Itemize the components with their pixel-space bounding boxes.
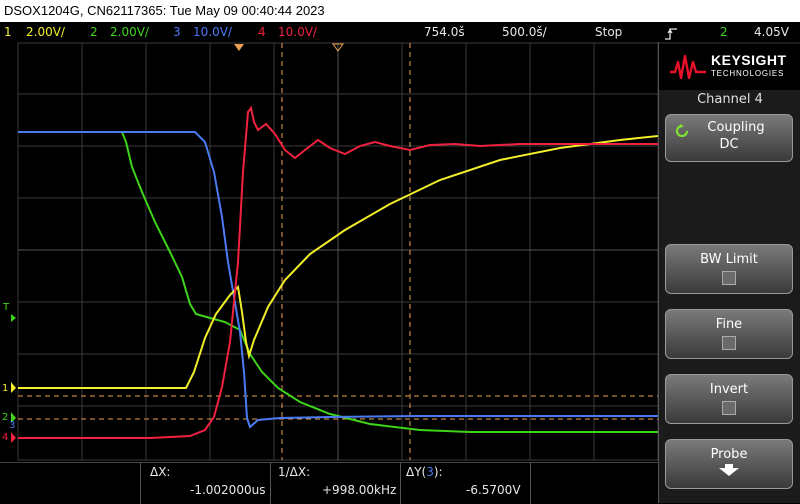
menu-title: Channel 4 (697, 92, 763, 107)
fine-label: Fine (715, 317, 743, 332)
waveform-display[interactable]: T 1 2 3 4 (0, 42, 658, 462)
brand-name: KEYSIGHT (711, 52, 787, 68)
coupling-softkey[interactable]: Coupling DC (665, 114, 793, 162)
bw-limit-checkbox[interactable] (722, 271, 736, 285)
invert-label: Invert (709, 382, 749, 397)
ch2-trace (18, 131, 658, 433)
rotate-knob-icon (674, 123, 690, 143)
ch3-ground-marker: 3 (9, 420, 15, 431)
fine-softkey[interactable]: Fine (665, 309, 793, 359)
ch4-ground-marker: 4 (2, 432, 8, 443)
delay-reference-marker (332, 43, 344, 52)
ch2-ground-marker: 2 (2, 412, 8, 423)
coupling-value: DC (719, 137, 739, 152)
delta-x-label: ΔX: (150, 465, 171, 479)
trigger-level-marker: T (2, 302, 10, 313)
trigger-edge-icon (664, 26, 678, 46)
bw-limit-label: BW Limit (700, 252, 758, 267)
delta-y-value: -6.5700V (466, 483, 521, 497)
trigger-position-marker (234, 44, 244, 51)
inverse-delta-x-value: +998.00kHz (322, 483, 397, 497)
timebase-scale[interactable]: 500.0š/ (502, 25, 547, 39)
bw-limit-softkey[interactable]: BW Limit (665, 244, 793, 294)
horizontal-delay[interactable]: 754.0š (424, 25, 465, 39)
ch3-scale[interactable]: 10.0V/ (193, 25, 232, 39)
trigger-level[interactable]: 4.05V (754, 25, 789, 39)
run-state: Stop (595, 25, 623, 39)
invert-checkbox[interactable] (722, 401, 736, 415)
channel-ground-markers: T 1 2 3 4 (0, 302, 16, 443)
ch2-scale[interactable]: 2.00V/ (110, 25, 149, 39)
delta-x-value: -1.002000us (190, 483, 266, 497)
ch1-number[interactable]: 1 (4, 25, 12, 39)
ch1-trace (18, 135, 658, 389)
trigger-source[interactable]: 2 (720, 25, 728, 39)
ch3-trace (18, 131, 658, 429)
ch3-number[interactable]: 3 (173, 25, 181, 39)
ch4-scale[interactable]: 10.0V/ (278, 25, 317, 39)
coupling-label: Coupling (707, 120, 765, 135)
probe-label: Probe (710, 447, 748, 462)
submenu-arrow-icon (666, 464, 792, 480)
fine-checkbox[interactable] (722, 336, 736, 350)
inverse-delta-x-label: 1/ΔX: (278, 465, 311, 479)
probe-softkey[interactable]: Probe (665, 439, 793, 489)
channel-status-bar: 1 2.00V/ 2 2.00V/ 3 10.0V/ 4 10.0V/ 754.… (0, 22, 658, 42)
cursor-measurement-bar: ΔX: -1.002000us 1/ΔX: +998.00kHz ΔY(3): … (0, 462, 658, 504)
delta-y-channel: 3 (426, 465, 434, 479)
softkey-panel: KEYSIGHT TECHNOLOGIES Channel 4 Coupling… (658, 42, 800, 503)
invert-softkey[interactable]: Invert (665, 374, 793, 424)
ch4-trace (18, 105, 658, 439)
ch1-ground-marker: 1 (2, 383, 8, 394)
ch4-number[interactable]: 4 (258, 25, 266, 39)
delta-y-label: ΔY(3): (406, 465, 443, 479)
cursors (18, 43, 658, 460)
graticule (17, 42, 658, 461)
brand-subtitle: TECHNOLOGIES (711, 69, 785, 78)
window-title: DSOX1204G, CN62117365: Tue May 09 00:40:… (0, 0, 800, 22)
ch2-number[interactable]: 2 (90, 25, 98, 39)
keysight-wave-icon (670, 54, 706, 80)
trigger-status: 2 4.05V (658, 22, 800, 42)
keysight-logo: KEYSIGHT TECHNOLOGIES (659, 44, 800, 90)
ch1-scale[interactable]: 2.00V/ (26, 25, 65, 39)
